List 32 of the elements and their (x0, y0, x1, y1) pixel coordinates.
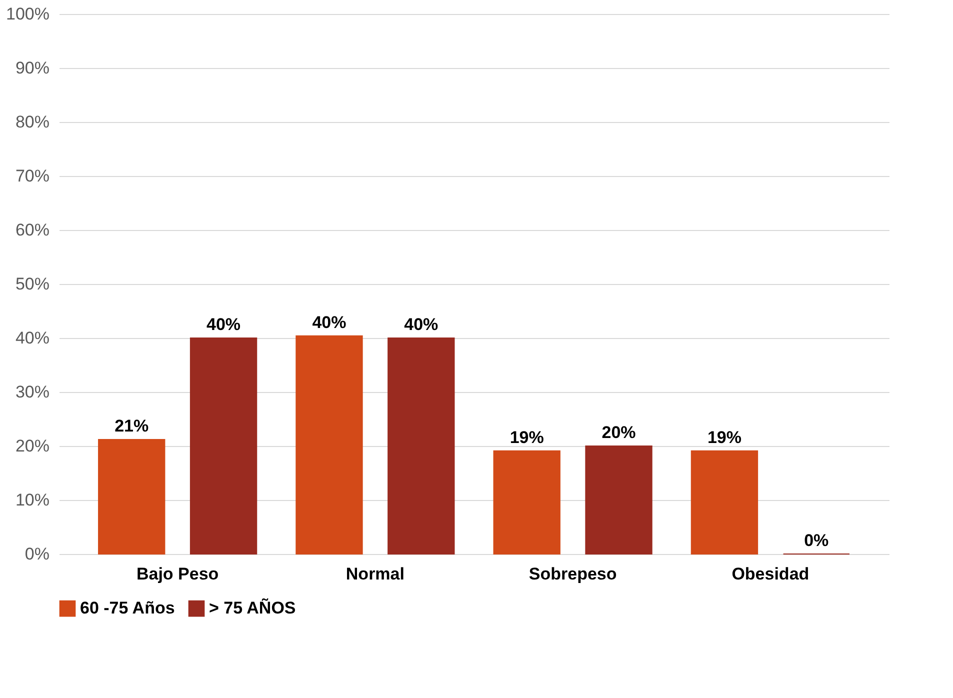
data-label: 19% (510, 428, 544, 447)
y-tick-label: 10% (15, 490, 50, 510)
data-label: 21% (114, 416, 149, 436)
y-tick-label: 80% (15, 112, 50, 132)
bar (493, 450, 560, 554)
bar (388, 338, 455, 554)
data-label: 0% (804, 531, 829, 550)
y-tick-label: 100% (6, 4, 50, 24)
data-label: 20% (602, 423, 636, 442)
legend-label: > 75 AÑOS (209, 598, 296, 618)
y-tick-label: 60% (15, 220, 50, 240)
y-tick-label: 50% (15, 274, 50, 294)
y-tick-label: 70% (15, 166, 50, 186)
bar (296, 335, 363, 554)
data-label: 40% (312, 312, 346, 332)
y-tick-label: 0% (24, 544, 50, 564)
x-tick-label: Sobrepeso (528, 564, 617, 584)
data-label: 40% (206, 315, 241, 334)
x-tick-label: Obesidad (732, 564, 810, 584)
y-tick-label: 90% (15, 58, 50, 78)
y-tick-label: 20% (15, 436, 50, 456)
y-tick-label: 40% (15, 328, 50, 348)
x-tick-label: Normal (346, 564, 404, 584)
x-tick-label: Bajo Peso (136, 564, 219, 584)
bar (190, 338, 258, 554)
legend-label: 60 -75 Años (80, 598, 175, 618)
bar (690, 450, 758, 554)
y-tick-label: 30% (15, 382, 50, 402)
bar (585, 446, 652, 554)
data-label: 19% (707, 428, 742, 447)
data-label: 40% (404, 315, 438, 334)
bar (98, 439, 166, 554)
